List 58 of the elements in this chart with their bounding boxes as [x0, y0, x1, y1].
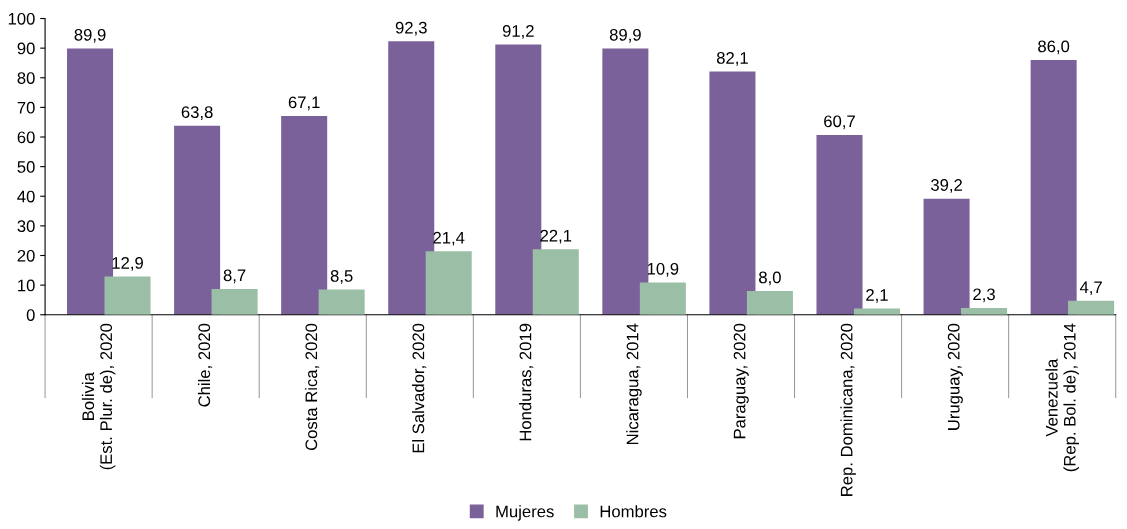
data-label: 89,9 — [74, 28, 106, 43]
bar — [1068, 300, 1115, 315]
data-label: 39,2 — [930, 179, 962, 193]
data-label: 67,1 — [288, 96, 320, 111]
data-label: 63,8 — [181, 106, 213, 120]
legend-label: Mujeres — [496, 505, 554, 521]
x-tick-label: Rep. Dominicana, 2020 — [840, 323, 856, 496]
bar — [211, 288, 258, 315]
y-tick-label: 50 — [17, 161, 35, 173]
y-tick-label: 10 — [18, 279, 35, 292]
bar — [281, 115, 328, 315]
y-tick-label: 60 — [17, 131, 35, 144]
data-label: 89,9 — [609, 28, 641, 43]
x-tick-label: Venezuela (Rep. Bol. de), 2014 — [1045, 323, 1079, 472]
data-label: 92,3 — [395, 21, 427, 36]
data-label: 60,7 — [824, 115, 855, 130]
x-tick-label: Chile, 2020 — [197, 323, 213, 407]
x-tick-label: Uruguay, 2020 — [947, 323, 963, 430]
x-tick-label: Costa Rica, 2020 — [304, 323, 320, 451]
data-label: 8,0 — [759, 271, 781, 286]
legend-label: Hombres — [600, 505, 667, 518]
y-tick-label: 30 — [17, 220, 35, 233]
y-tick-label: 40 — [17, 190, 35, 203]
data-label: 8,5 — [330, 270, 353, 284]
data-label: 10,9 — [647, 262, 679, 277]
y-tick-label: 100 — [8, 12, 35, 25]
x-tick-label: Paraguay, 2020 — [733, 323, 749, 439]
x-tick-label: Bolivia (Est. Plur. de), 2020 — [81, 323, 116, 470]
y-tick-label: 80 — [17, 72, 35, 84]
bar — [67, 48, 114, 315]
data-label: 2,1 — [866, 288, 888, 303]
x-tick-label: Honduras, 2019 — [519, 323, 534, 441]
bar — [425, 251, 472, 315]
bar — [495, 44, 542, 315]
bar — [923, 198, 970, 315]
data-label: 91,2 — [502, 25, 534, 39]
x-tick-label: El Salvador, 2020 — [412, 323, 427, 453]
y-tick-label: 90 — [17, 42, 35, 55]
data-label: 8,7 — [223, 269, 246, 284]
bar — [709, 71, 756, 315]
y-tick-label: 70 — [17, 101, 35, 114]
x-tick-label: Nicaragua, 2014 — [626, 323, 642, 445]
bar — [388, 41, 435, 315]
bar — [1030, 59, 1077, 315]
y-tick-label: 20 — [17, 249, 35, 262]
bar — [532, 249, 579, 315]
bar — [639, 282, 686, 315]
bar — [746, 291, 793, 315]
bar — [104, 276, 151, 315]
bar — [602, 48, 649, 315]
data-label: 82,1 — [716, 52, 748, 66]
data-label: 2,3 — [973, 288, 995, 303]
bar — [174, 125, 221, 315]
bar — [816, 134, 863, 315]
data-label: 86,0 — [1038, 40, 1070, 55]
bar — [318, 289, 365, 315]
data-label: 4,7 — [1079, 281, 1102, 296]
y-tick-label: 0 — [26, 309, 35, 321]
